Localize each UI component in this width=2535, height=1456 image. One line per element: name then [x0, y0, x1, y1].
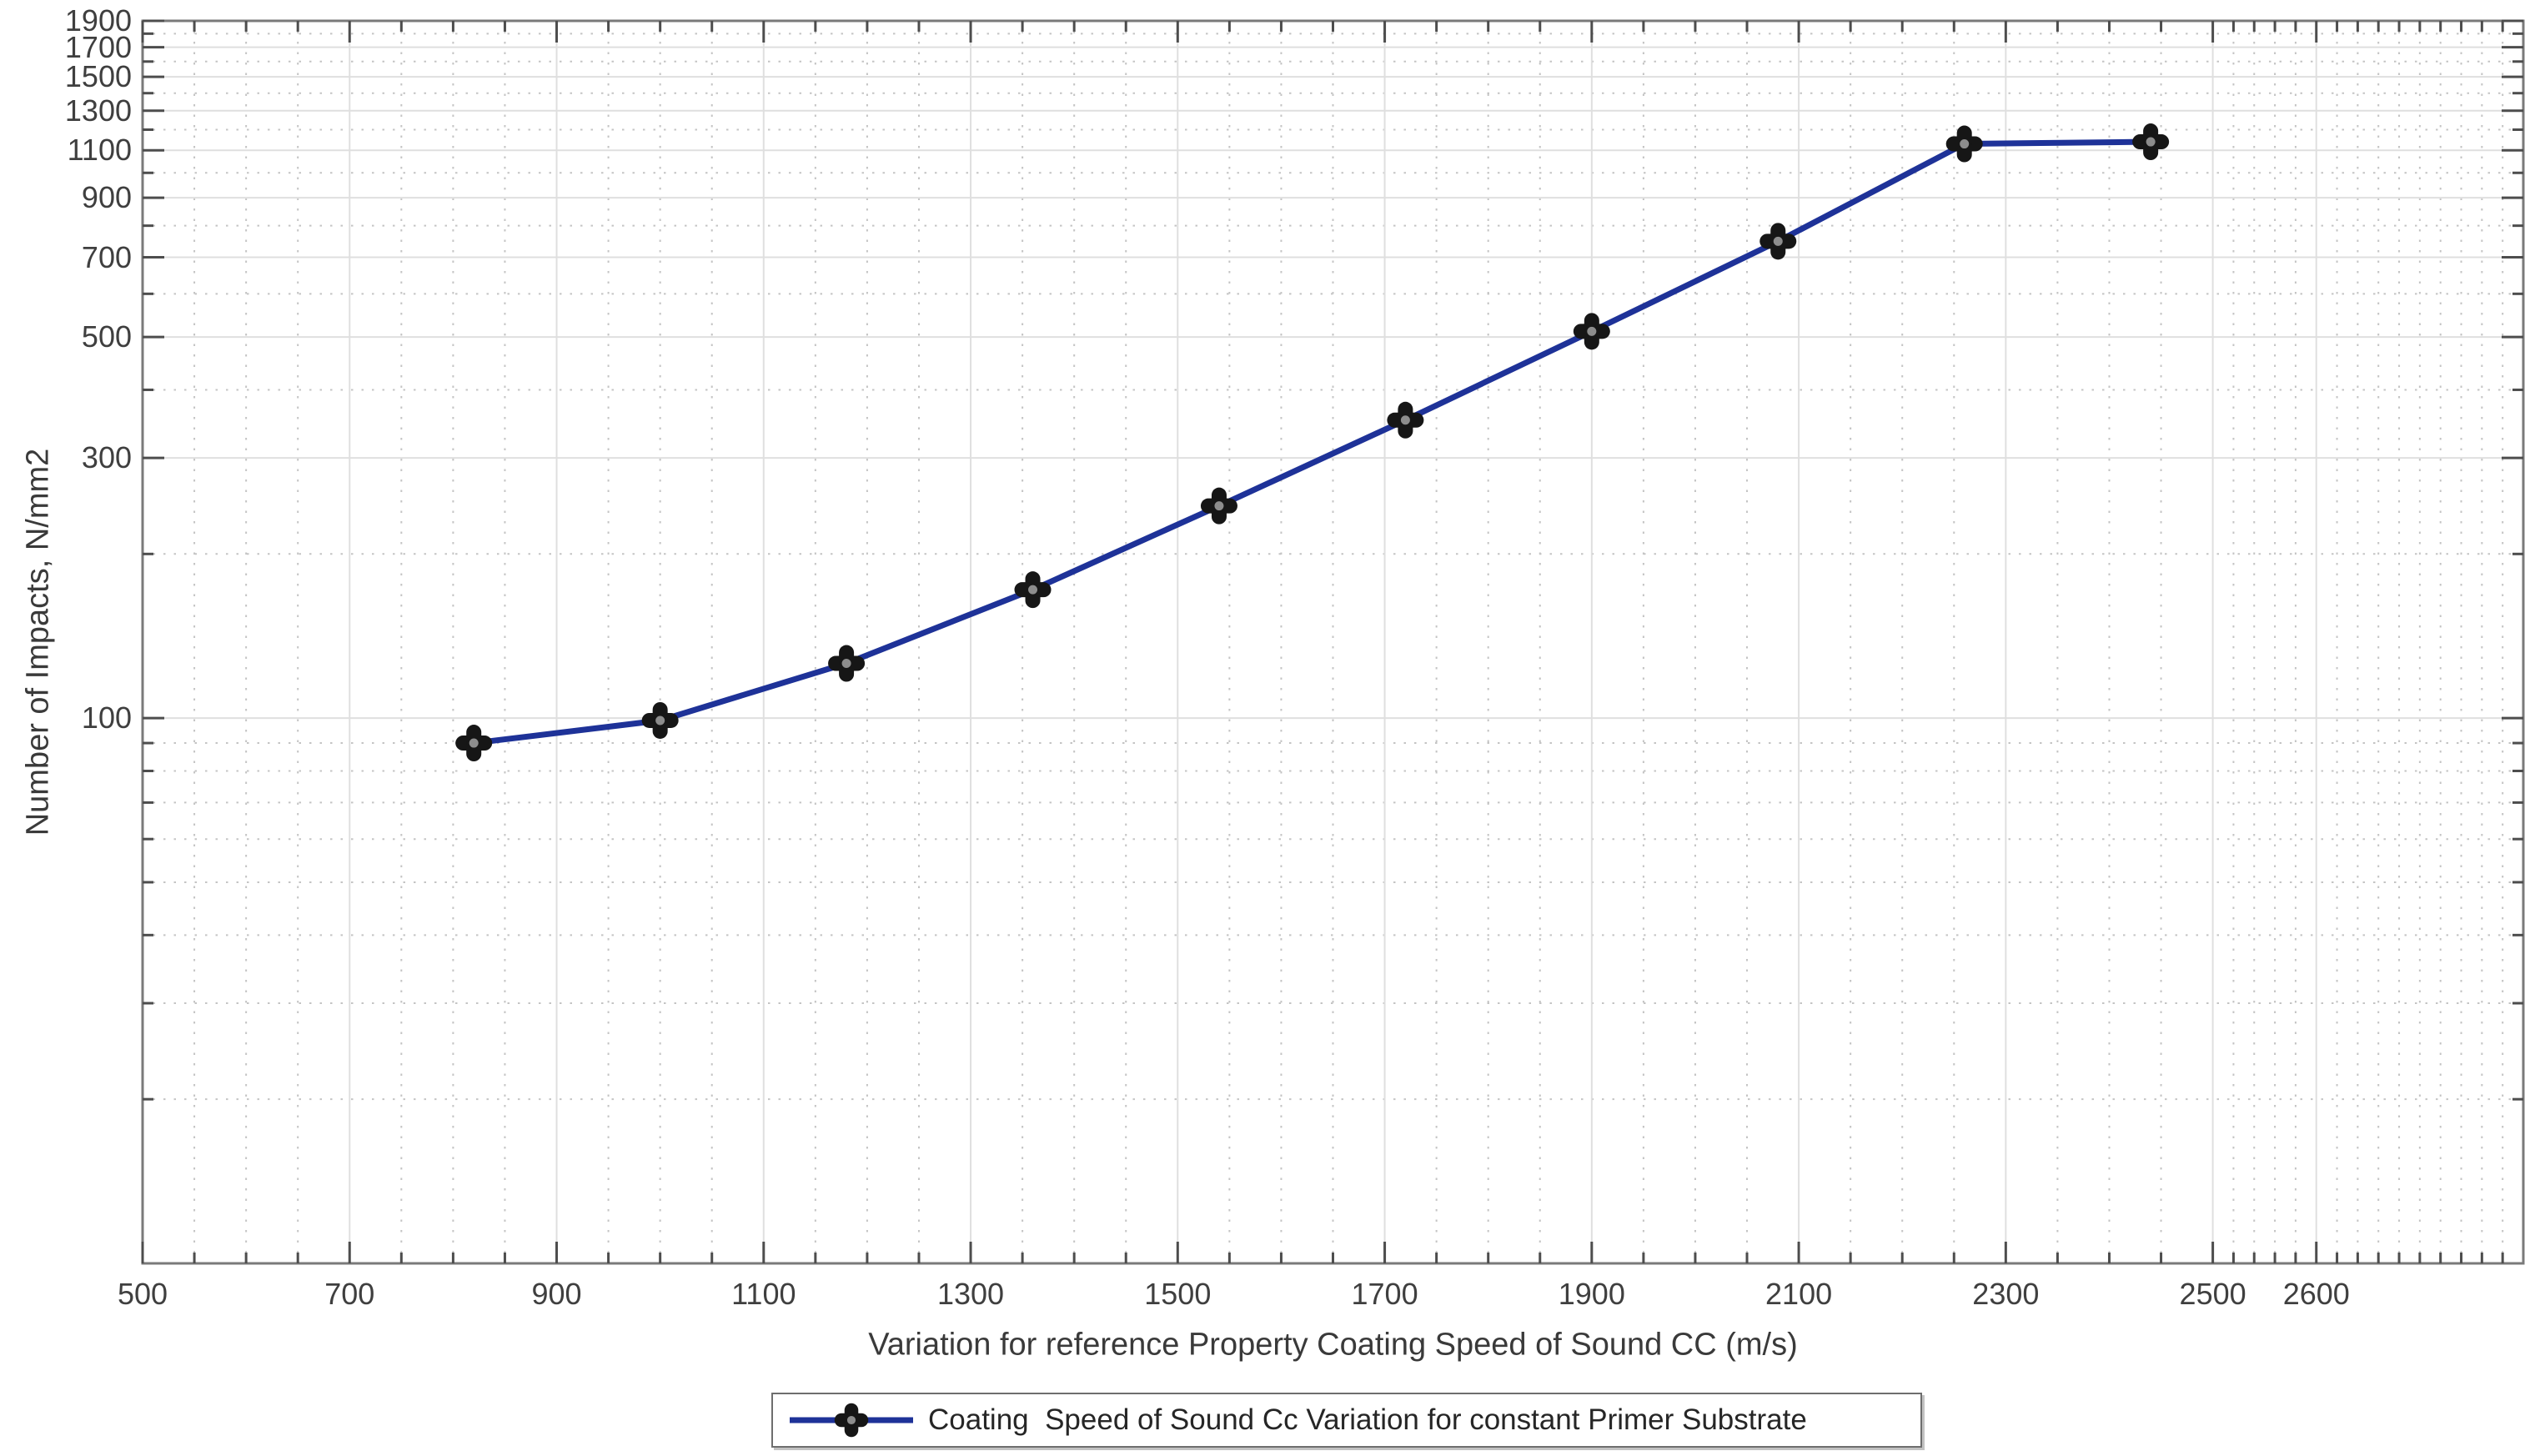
data-point-marker: [1200, 487, 1237, 525]
x-tick-label: 2100: [1765, 1277, 1833, 1311]
data-point-marker: [641, 701, 679, 739]
x-tick-label: 1500: [1144, 1277, 1212, 1311]
data-point-marker: [1759, 223, 1797, 260]
legend-line-sample: [790, 1403, 913, 1438]
y-tick-label: 1900: [64, 3, 132, 38]
data-point-marker: [455, 725, 493, 762]
data-point-marker: [828, 645, 866, 682]
y-tick-label: 500: [81, 319, 132, 354]
x-tick-label: 700: [324, 1277, 375, 1311]
data-point-marker: [1387, 401, 1424, 439]
y-tick-label: 1100: [67, 133, 132, 168]
y-axis-label: Number of Impacts, N/mm2: [20, 448, 56, 836]
y-tick-label: 100: [81, 700, 132, 736]
x-tick-label: 1700: [1351, 1277, 1418, 1311]
x-tick-label: 900: [531, 1277, 582, 1311]
legend-entry-label: Coating Speed of Sound Cc Variation for …: [928, 1403, 1807, 1436]
legend-marker-icon: [834, 1403, 869, 1438]
y-tick-label: 1300: [64, 93, 132, 128]
legend: Coating Speed of Sound Cc Variation for …: [771, 1393, 1922, 1448]
x-tick-label: 1100: [731, 1277, 796, 1311]
y-tick-label: 1500: [64, 59, 132, 94]
x-tick-label: 2600: [2282, 1277, 2350, 1311]
x-tick-label: 2300: [1972, 1277, 2040, 1311]
data-point-marker: [1573, 313, 1610, 350]
data-point-marker: [1945, 125, 1983, 163]
y-tick-label: 700: [81, 239, 132, 274]
data-line: [470, 138, 2154, 746]
y-tick-label: 1700: [64, 29, 132, 64]
data-point-marker: [1014, 571, 1052, 609]
y-tick-label: 900: [81, 180, 132, 215]
y-tick-label: 300: [81, 440, 132, 475]
x-tick-label: 1300: [936, 1277, 1005, 1311]
x-tick-label: 1900: [1558, 1277, 1625, 1311]
plot-frame: [141, 19, 2525, 1265]
x-axis-label: Variation for reference Property Coating…: [868, 1327, 1798, 1363]
x-tick-label: 500: [117, 1277, 168, 1311]
x-tick-label: 2500: [2179, 1277, 2246, 1311]
data-point-marker: [2132, 123, 2170, 161]
